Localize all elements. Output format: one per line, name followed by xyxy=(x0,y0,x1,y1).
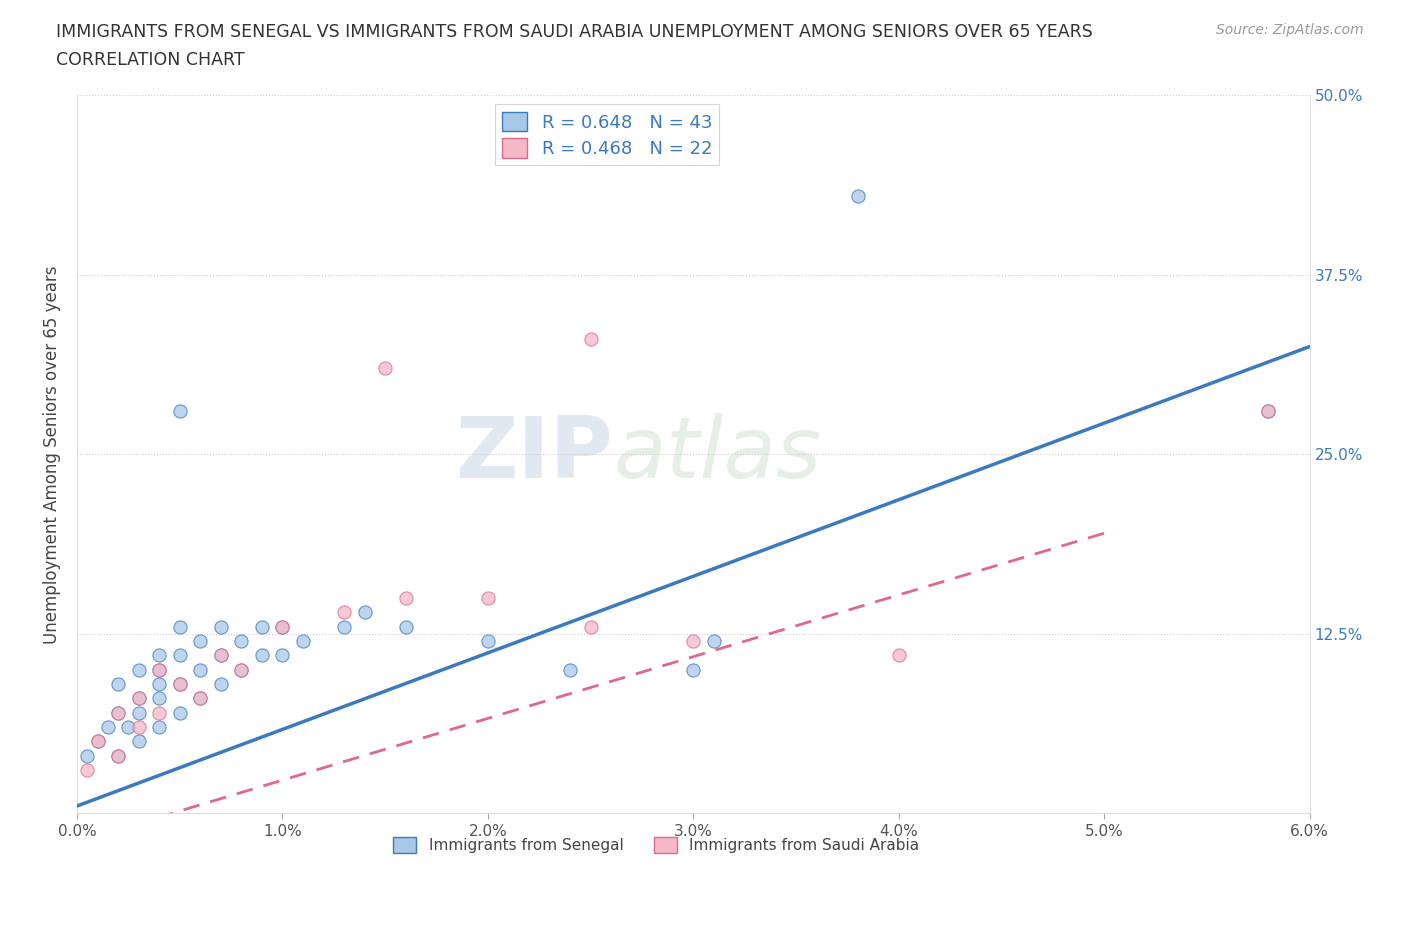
Point xyxy=(169,676,191,691)
Y-axis label: Unemployment Among Seniors over 65 years: Unemployment Among Seniors over 65 years xyxy=(44,265,60,644)
Point xyxy=(333,604,356,619)
Point xyxy=(107,676,129,691)
Point xyxy=(374,361,396,376)
Point xyxy=(579,332,602,347)
Point xyxy=(76,749,98,764)
Point xyxy=(271,648,294,663)
Point xyxy=(1257,404,1279,418)
Point xyxy=(128,705,150,720)
Point xyxy=(148,662,170,677)
Point xyxy=(887,648,910,663)
Point xyxy=(148,705,170,720)
Point xyxy=(477,591,499,605)
Text: CORRELATION CHART: CORRELATION CHART xyxy=(56,51,245,69)
Point xyxy=(231,633,253,648)
Point xyxy=(250,648,273,663)
Point xyxy=(333,619,356,634)
Point xyxy=(148,662,170,677)
Point xyxy=(271,619,294,634)
Point xyxy=(188,633,211,648)
Point xyxy=(107,749,129,764)
Point xyxy=(117,720,139,735)
Point xyxy=(128,691,150,706)
Point xyxy=(128,691,150,706)
Point xyxy=(86,734,108,749)
Point xyxy=(188,691,211,706)
Point xyxy=(128,734,150,749)
Point xyxy=(395,591,418,605)
Point xyxy=(107,705,129,720)
Text: Source: ZipAtlas.com: Source: ZipAtlas.com xyxy=(1216,23,1364,37)
Point xyxy=(209,648,232,663)
Point xyxy=(395,619,418,634)
Point xyxy=(86,734,108,749)
Point xyxy=(148,720,170,735)
Point xyxy=(169,619,191,634)
Point xyxy=(169,648,191,663)
Point xyxy=(846,189,869,204)
Point xyxy=(353,604,375,619)
Point xyxy=(128,720,150,735)
Point xyxy=(188,691,211,706)
Point xyxy=(148,648,170,663)
Point xyxy=(169,705,191,720)
Point xyxy=(107,749,129,764)
Legend: Immigrants from Senegal, Immigrants from Saudi Arabia: Immigrants from Senegal, Immigrants from… xyxy=(388,831,925,859)
Point xyxy=(107,705,129,720)
Point xyxy=(169,676,191,691)
Point xyxy=(231,662,253,677)
Point xyxy=(97,720,120,735)
Text: atlas: atlas xyxy=(613,413,821,496)
Point xyxy=(579,619,602,634)
Point xyxy=(169,404,191,418)
Text: IMMIGRANTS FROM SENEGAL VS IMMIGRANTS FROM SAUDI ARABIA UNEMPLOYMENT AMONG SENIO: IMMIGRANTS FROM SENEGAL VS IMMIGRANTS FR… xyxy=(56,23,1092,41)
Point xyxy=(703,633,725,648)
Point xyxy=(292,633,315,648)
Point xyxy=(682,633,704,648)
Point xyxy=(188,662,211,677)
Point xyxy=(209,619,232,634)
Point xyxy=(1257,404,1279,418)
Point xyxy=(250,619,273,634)
Point xyxy=(209,648,232,663)
Point xyxy=(271,619,294,634)
Point xyxy=(682,662,704,677)
Point xyxy=(128,662,150,677)
Point xyxy=(76,763,98,777)
Point xyxy=(209,676,232,691)
Point xyxy=(477,633,499,648)
Point xyxy=(148,691,170,706)
Text: ZIP: ZIP xyxy=(456,413,613,496)
Point xyxy=(558,662,581,677)
Point xyxy=(148,676,170,691)
Point xyxy=(231,662,253,677)
